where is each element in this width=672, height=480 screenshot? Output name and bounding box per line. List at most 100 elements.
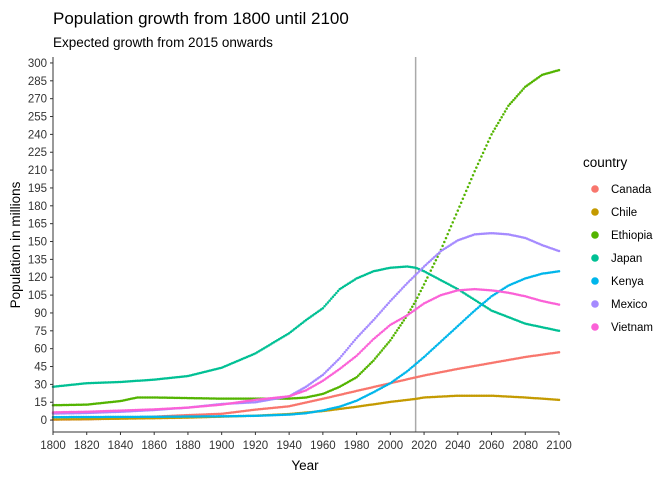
data-point — [437, 251, 441, 254]
data-point — [502, 113, 505, 116]
data-point — [432, 255, 436, 259]
data-point — [463, 193, 466, 197]
data-point — [287, 331, 291, 335]
data-point — [353, 338, 357, 342]
legend-key-ethiopia — [591, 231, 599, 239]
x-axis-title: Year — [291, 458, 319, 473]
x-tick-label: 1880 — [175, 440, 201, 452]
data-point — [368, 341, 372, 344]
data-point — [350, 342, 353, 346]
x-axis: 1800 1820 1840 1860 1880 1900 1920 1940 1960 1980… — [40, 431, 572, 452]
data-point — [363, 327, 367, 331]
data-point — [395, 292, 399, 296]
data-point — [434, 258, 438, 262]
data-point — [448, 228, 451, 232]
data-point — [335, 360, 338, 363]
data-point — [345, 362, 348, 365]
x-tick-label: 1960 — [310, 440, 336, 452]
y-tick-label: 255 — [28, 112, 47, 124]
data-point — [363, 346, 367, 349]
data-point — [453, 327, 456, 331]
legend-label: Kenya — [611, 276, 644, 288]
data-point — [330, 365, 333, 368]
data-point — [446, 232, 449, 236]
data-point — [380, 309, 384, 312]
data-point — [417, 360, 421, 363]
data-point — [346, 346, 350, 350]
data-point — [421, 266, 424, 270]
data-point — [451, 221, 454, 224]
data-point — [417, 270, 421, 273]
data-point — [375, 335, 379, 338]
data-point — [422, 283, 426, 286]
data-point — [341, 352, 345, 356]
x-tick-label: 1900 — [209, 440, 235, 452]
data-point — [294, 326, 298, 330]
data-point — [384, 345, 387, 348]
y-tick-label: 45 — [34, 362, 47, 374]
data-point — [340, 366, 343, 369]
data-point — [490, 133, 493, 136]
data-point — [385, 343, 389, 346]
chart-title: Population growth from 1800 until 2100 — [53, 9, 349, 28]
legend-key-chile — [591, 208, 599, 216]
data-point — [399, 324, 402, 327]
legend-label: Ethiopia — [611, 230, 653, 242]
data-point — [372, 359, 375, 362]
data-point — [426, 262, 429, 265]
data-point — [362, 369, 365, 372]
series-layer — [51, 68, 561, 421]
data-point — [324, 370, 328, 373]
y-tick-label: 105 — [28, 290, 47, 302]
data-point — [303, 320, 306, 323]
data-point — [389, 339, 392, 342]
data-point — [402, 319, 406, 322]
data-point — [296, 325, 299, 328]
x-tick-label: 2020 — [411, 440, 437, 452]
data-point — [463, 318, 466, 322]
data-point — [478, 158, 481, 162]
data-point — [483, 147, 487, 151]
data-point — [362, 329, 365, 333]
data-point — [466, 185, 470, 189]
data-point — [368, 362, 372, 366]
data-point — [392, 296, 395, 299]
x-tick-label: 1860 — [141, 440, 167, 452]
y-tick-label: 30 — [34, 379, 47, 391]
data-point — [355, 375, 358, 379]
legend-label: Chile — [611, 207, 637, 219]
data-point — [453, 217, 456, 220]
data-point — [377, 313, 380, 316]
data-point — [326, 301, 330, 304]
data-point — [557, 68, 561, 72]
data-point — [466, 315, 470, 319]
series-mexico — [51, 231, 561, 415]
x-tick-label: 1800 — [40, 440, 66, 452]
data-point — [476, 162, 480, 166]
data-point — [557, 350, 561, 354]
data-point — [390, 336, 394, 340]
y-tick-label: 90 — [34, 308, 47, 320]
data-point — [402, 285, 406, 289]
data-point — [385, 326, 389, 329]
data-point — [336, 358, 340, 362]
data-point — [380, 330, 384, 334]
data-point — [365, 365, 368, 369]
data-point — [486, 297, 490, 301]
data-point — [343, 350, 347, 354]
data-point — [301, 321, 304, 324]
data-point — [400, 287, 404, 290]
data-point — [461, 320, 465, 323]
data-point — [507, 104, 510, 108]
data-point — [473, 170, 476, 173]
data-point — [431, 348, 434, 351]
data-point — [351, 357, 355, 360]
data-point — [357, 374, 360, 377]
data-point — [454, 326, 458, 329]
data-point — [323, 371, 326, 375]
y-tick-label: 135 — [28, 254, 47, 266]
y-tick-label: 60 — [34, 344, 47, 356]
legend-key-japan — [591, 254, 599, 262]
data-point — [431, 257, 434, 261]
x-tick-label: 1920 — [243, 440, 269, 452]
